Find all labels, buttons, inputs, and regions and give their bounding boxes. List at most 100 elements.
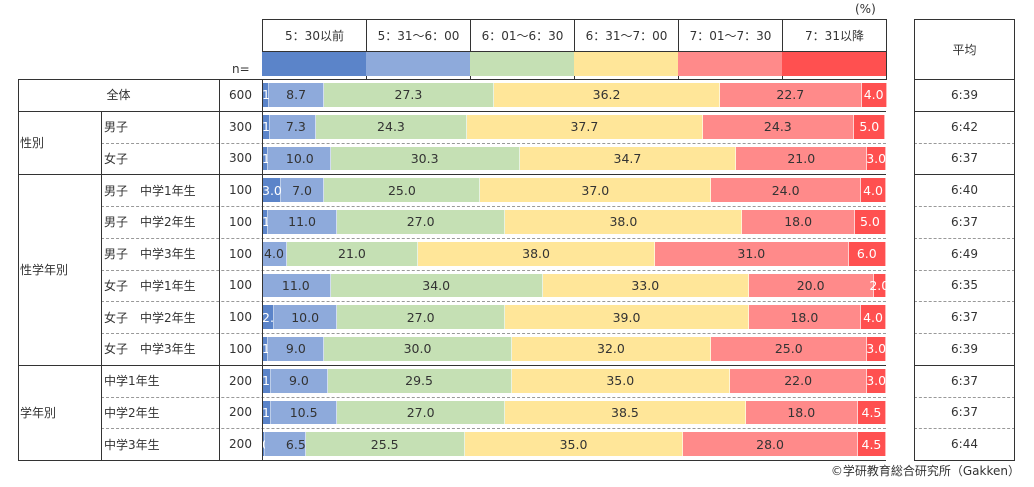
bar-segment-label: 34.0 xyxy=(422,277,451,293)
bar-segment-label: 18.0 xyxy=(787,404,816,420)
row-divider xyxy=(101,428,886,430)
row-divider xyxy=(101,333,886,334)
legend-label: 7：01〜7：30 xyxy=(678,19,783,52)
bar-segment-label: 28.0 xyxy=(756,436,784,452)
bar-segment: 18.0 xyxy=(745,400,858,425)
bar-segment-label: 7.0 xyxy=(292,182,312,198)
bar-segment: 24.0 xyxy=(711,178,862,202)
bar-segment: 28.0 xyxy=(683,432,858,456)
bar-segment-label: 29.5 xyxy=(405,373,433,389)
legend-label: 6：31〜7：00 xyxy=(574,19,679,52)
bar-segment: 24.3 xyxy=(702,114,855,139)
bar-segment: 4.5 xyxy=(857,400,886,425)
bar-segment: 7.0 xyxy=(280,178,325,202)
bar-segment-label: 27.0 xyxy=(406,309,435,325)
bar-segment: 34.7 xyxy=(519,146,737,171)
row-label: 男子 中学1年生 xyxy=(104,183,196,198)
legend-label: 7：31以降 xyxy=(782,19,887,52)
bar-segment: 4.5 xyxy=(857,432,886,456)
bar-segment-label: 9.0 xyxy=(288,373,309,389)
avg-value: 6:35 xyxy=(951,278,978,293)
bar-segment: 1.5 xyxy=(262,400,282,425)
avg-value: 6:44 xyxy=(951,437,978,452)
n-value: 100 xyxy=(229,246,252,261)
bar-segment: 1.2 xyxy=(262,83,282,107)
bar-segment: 8.7 xyxy=(269,83,324,107)
bar-segment: 11.0 xyxy=(262,273,331,298)
bar-segment: 1.5 xyxy=(262,368,282,393)
bar-segment: 4.0 xyxy=(861,305,886,329)
bar-segment: 5.0 xyxy=(854,114,886,139)
bar-segment: 37.0 xyxy=(480,178,712,202)
bar-segment: 36.2 xyxy=(494,83,720,107)
avg-value: 6:37 xyxy=(951,310,978,325)
bar-segment: 38.0 xyxy=(418,241,656,266)
bar-segment-label: 4.0 xyxy=(863,309,883,325)
bar-segment-label: 5.0 xyxy=(859,119,880,135)
divider xyxy=(18,79,19,460)
row-label: 男子 xyxy=(104,120,129,135)
divider xyxy=(18,110,886,112)
avg-value: 6:37 xyxy=(951,405,978,420)
bar-segment: 21.0 xyxy=(736,146,868,171)
bar-segment: 37.7 xyxy=(467,114,703,139)
bar-segment: 25.0 xyxy=(711,337,868,361)
bar-segment: 4.0 xyxy=(861,178,886,202)
n-value: 100 xyxy=(229,214,252,229)
divider xyxy=(914,110,1015,112)
bar-segment: 22.7 xyxy=(720,83,862,107)
bar-segment: 33.0 xyxy=(542,273,749,298)
row-divider xyxy=(101,237,886,239)
divider xyxy=(18,174,886,176)
group-label: 学年別 xyxy=(20,405,57,420)
bar-segment-label: 39.0 xyxy=(612,309,641,325)
divider xyxy=(262,79,263,460)
bar-segment: 10.0 xyxy=(274,305,337,329)
bar-segment-label: 3.0 xyxy=(866,373,887,389)
legend-swatch xyxy=(678,52,782,76)
bar-segment-label: 9.0 xyxy=(285,341,306,357)
bar-segment: 18.0 xyxy=(742,210,855,234)
n-value: 300 xyxy=(229,151,252,166)
bar-segment-label: 18.0 xyxy=(790,309,819,325)
bar-segment-label: 27.0 xyxy=(406,404,435,420)
bar-segment-label: 18.0 xyxy=(784,214,813,230)
bar-segment: 22.0 xyxy=(730,368,868,393)
row-divider xyxy=(914,206,1015,207)
bar-segment-label: 37.0 xyxy=(581,182,610,198)
bar-segment-label: 4.0 xyxy=(863,182,883,198)
bar-segment-label: 22.7 xyxy=(776,87,805,103)
bar-segment-label: 34.7 xyxy=(613,150,642,166)
divider xyxy=(914,174,1015,176)
row-label: 全体 xyxy=(106,88,131,103)
bar-segment: 21.0 xyxy=(286,241,418,266)
row-divider xyxy=(914,333,1015,334)
avg-value: 6:37 xyxy=(951,151,978,166)
bar-segment: 9.0 xyxy=(271,368,328,393)
row-divider xyxy=(914,269,1015,271)
bar-segment-label: 6.0 xyxy=(856,246,877,262)
row-divider xyxy=(101,301,886,303)
bar-segment-label: 38.0 xyxy=(522,246,550,262)
bar-segment-label: 32.0 xyxy=(597,341,625,357)
bar-segment: 32.0 xyxy=(511,337,712,361)
bar-segment: 24.3 xyxy=(315,114,468,139)
row-divider xyxy=(914,428,1015,430)
bar-segment-label: 27.0 xyxy=(406,214,435,230)
bar-segment: 3.0 xyxy=(866,146,886,171)
divider xyxy=(101,364,102,460)
bar-segment: 27.0 xyxy=(336,210,506,234)
divider xyxy=(18,460,886,461)
bar-segment: 4.0 xyxy=(861,83,887,107)
bar-segment-label: 24.0 xyxy=(771,182,800,198)
divider xyxy=(914,79,915,460)
divider xyxy=(101,174,102,365)
n-value: 200 xyxy=(229,437,252,452)
row-divider xyxy=(914,237,1015,239)
bar-segment-label: 11.0 xyxy=(281,277,310,293)
bar-segment-label: 2.0 xyxy=(869,277,890,293)
legend-label: 5：30以前 xyxy=(262,19,367,52)
bar-segment: 38.5 xyxy=(505,400,746,425)
bar-segment: 35.0 xyxy=(464,432,684,456)
